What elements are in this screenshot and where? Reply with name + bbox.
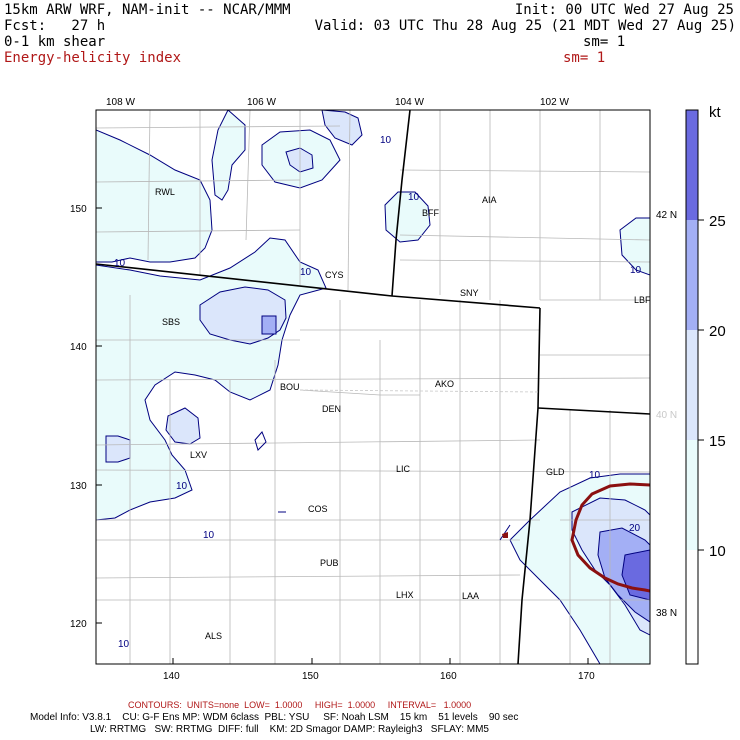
ehi-smoothing: sm= 1 [563, 50, 606, 66]
contour-label: 10 [630, 265, 642, 276]
colorbar-unit: kt [709, 104, 722, 121]
colorbar-segment-0 [686, 550, 698, 664]
colorbar-segment-10 [686, 440, 698, 550]
longitude-labels: 108 W 106 W 104 W 102 W [106, 97, 569, 108]
colorbar-segment-20 [686, 220, 698, 330]
station-label-sny: SNY [460, 288, 479, 298]
grid-y-label: 120 [70, 619, 87, 630]
frame-ticks [96, 207, 589, 664]
station-label-lbf: LBF [634, 295, 651, 305]
shear-smoothing: sm= 1 [583, 34, 626, 50]
grid-y-label: 150 [70, 204, 87, 215]
station-label-rwl: RWL [155, 187, 175, 197]
grid-x-labels: 140 150 160 170 [163, 671, 595, 682]
colorbar-tick: 15 [709, 433, 726, 450]
grid-y-label: 140 [70, 342, 87, 353]
station-label-lxv: LXV [190, 450, 207, 460]
grid-x-label: 150 [302, 671, 319, 682]
lat-label-42n: 42 N [656, 210, 677, 221]
map-plot-area: RWL BFF AIA CYS SNY LBF SBS BOU AKO DEN LXV LIC GLD C… [96, 110, 651, 664]
lon-label-106w: 106 W [247, 97, 276, 108]
lon-label-102w: 102 W [540, 97, 569, 108]
colorbar-tick: 20 [709, 323, 726, 340]
contour-label: 10 [300, 267, 312, 278]
field-shear-label: 0-1 km shear [4, 34, 106, 50]
contours-info: CONTOURS: UNITS=none LOW= 1.0000 HIGH= 1… [128, 700, 472, 710]
station-label-pub: PUB [320, 558, 339, 568]
station-label-ako: AKO [435, 379, 454, 389]
grid-x-label: 160 [440, 671, 457, 682]
contour-label: 10 [114, 258, 126, 269]
colorbar-segment-25 [686, 110, 698, 220]
contour-label: 10 [589, 470, 601, 481]
colorbar-tick: 10 [709, 543, 726, 560]
ehi-contour [570, 482, 650, 593]
contour-label: 10 [380, 135, 392, 146]
station-label-cos: COS [308, 504, 328, 514]
colorbar-segment-15 [686, 330, 698, 440]
grid-y-label: 130 [70, 481, 87, 492]
station-label-bou: BOU [280, 382, 300, 392]
model-info-line2: LW: RRTMG SW: RRTMG DIFF: full KM: 2D Sm… [90, 724, 489, 735]
station-label-laa: LAA [462, 591, 479, 601]
map-frame [95, 109, 651, 665]
lon-label-104w: 104 W [395, 97, 424, 108]
colorbar-tick: 25 [709, 213, 726, 230]
grid-x-label: 140 [163, 671, 180, 682]
lat-label-38n: 38 N [656, 608, 677, 619]
contour-label: 10 [408, 192, 420, 203]
forecast-hour: Fcst: 27 h [4, 18, 106, 34]
station-label-gld: GLD [546, 467, 565, 477]
station-label-sbs: SBS [162, 317, 180, 327]
valid-time: Valid: 03 UTC Thu 28 Aug 25 (21 MDT Wed … [314, 18, 736, 34]
station-label-bff: BFF [422, 208, 440, 218]
lon-label-108w: 108 W [106, 97, 135, 108]
county-boundaries [96, 110, 650, 664]
station-label-aia: AIA [482, 195, 497, 205]
latitude-labels: 42 N 40 N 38 N [656, 210, 677, 619]
station-label-lic: LIC [396, 464, 411, 474]
lat-label-40n: 40 N [656, 410, 677, 421]
station-label-als: ALS [205, 631, 222, 641]
field-ehi-label: Energy-helicity index [4, 50, 182, 66]
contour-label: 10 [203, 530, 215, 541]
contour-label: 10 [118, 639, 130, 650]
colorbar: kt 25 20 15 10 [685, 104, 726, 665]
contour-value-labels: 10 10 10 10 10 10 10 10 10 20 [114, 135, 642, 650]
init-time: Init: 00 UTC Wed 27 Aug 25 [514, 2, 734, 18]
dashed-line [299, 389, 541, 393]
ehi-spot [502, 532, 508, 538]
contour-label: 20 [629, 523, 641, 534]
contour-label: 10 [176, 481, 188, 492]
station-labels: RWL BFF AIA CYS SNY LBF SBS BOU AKO DEN LXV LIC GLD C… [155, 187, 651, 641]
grid-x-label: 170 [578, 671, 595, 682]
station-label-cys: CYS [325, 270, 344, 280]
shear-contour-lines [254, 431, 511, 541]
station-label-lhx: LHX [396, 590, 414, 600]
model-title: 15km ARW WRF, NAM-init -- NCAR/MMM [4, 2, 291, 18]
state-boundaries [96, 110, 650, 664]
station-label-den: DEN [322, 404, 341, 414]
grid-y-labels: 150 140 130 120 [70, 204, 87, 630]
model-info-line1: Model Info: V3.8.1 CU: G-F Ens MP: WDM 6… [30, 712, 519, 723]
